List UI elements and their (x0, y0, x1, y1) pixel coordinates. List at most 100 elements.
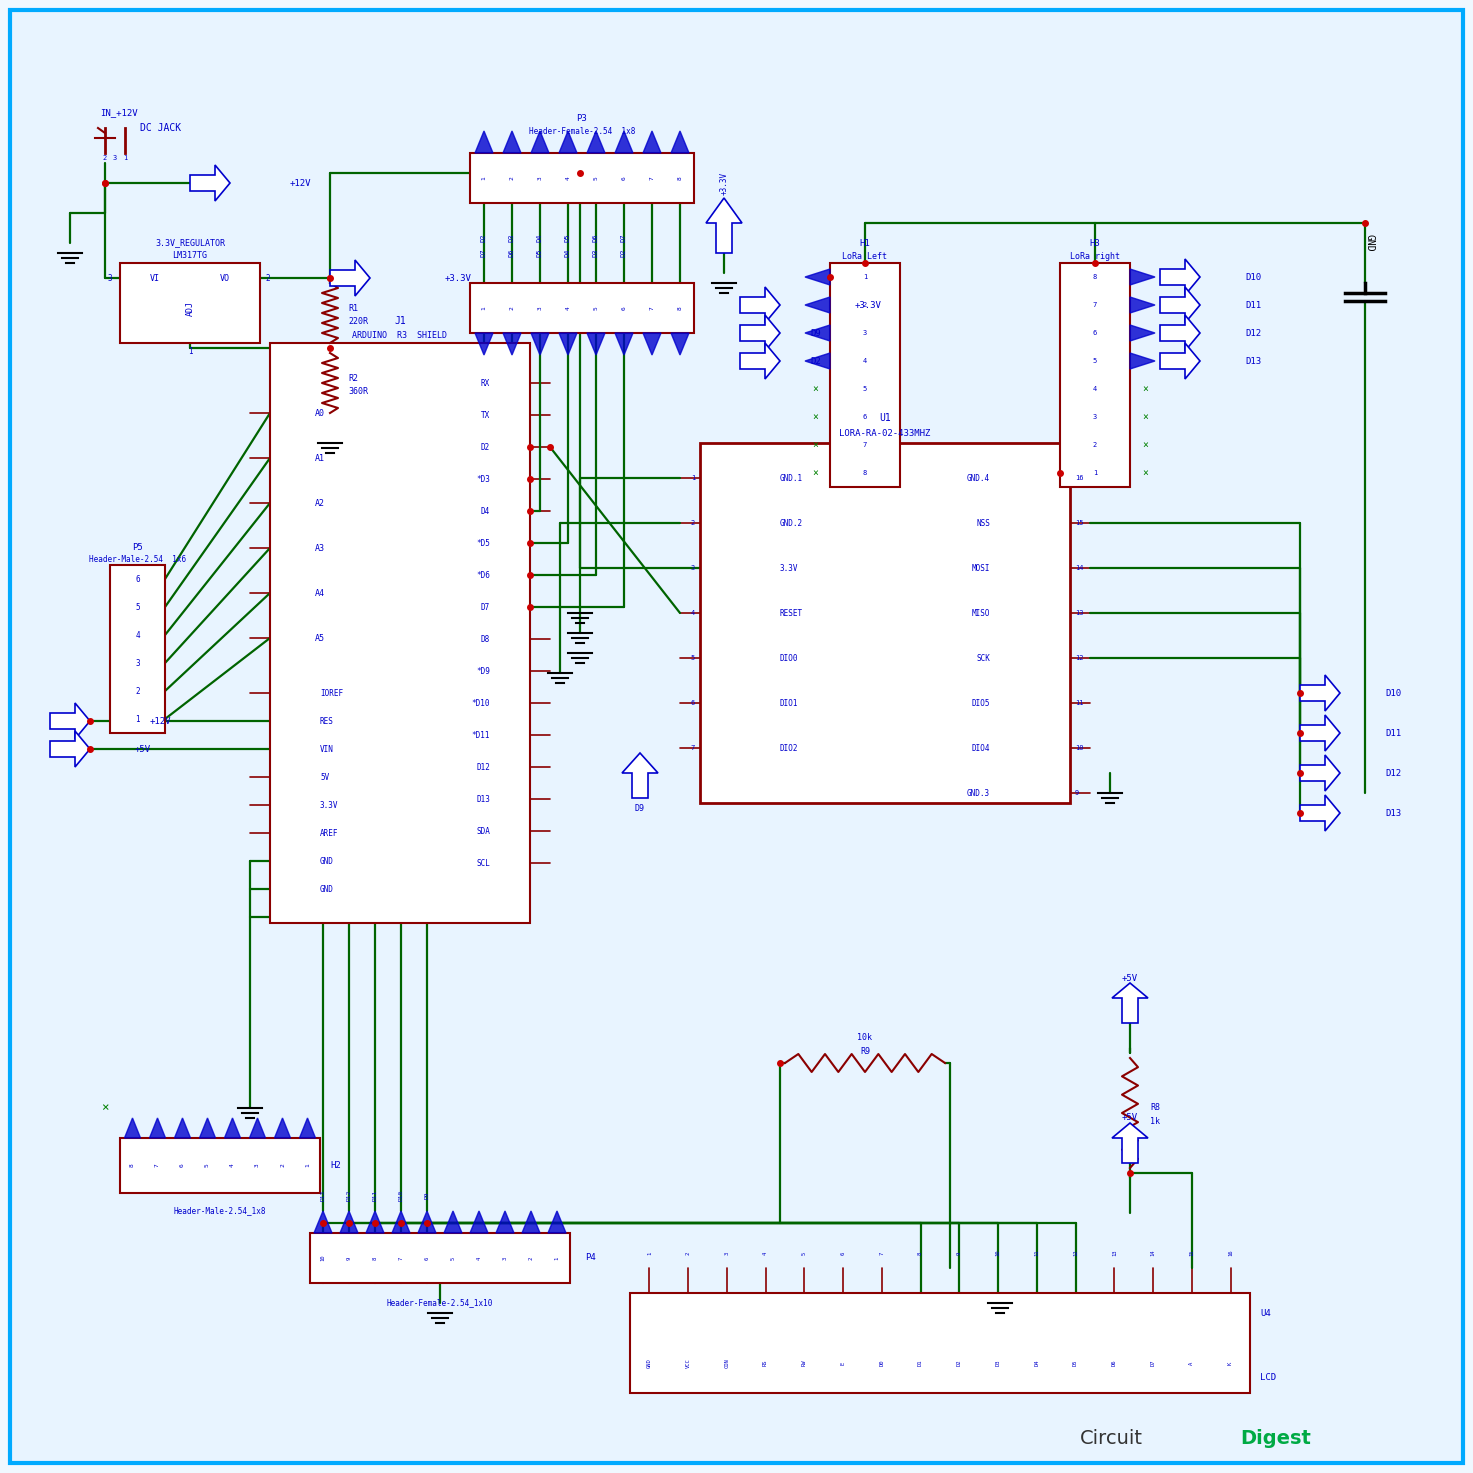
Polygon shape (1301, 675, 1340, 711)
Text: 4: 4 (136, 630, 140, 639)
Polygon shape (739, 315, 781, 351)
Text: 4: 4 (1093, 386, 1097, 392)
Text: Header-Female-2.54_1x10: Header-Female-2.54_1x10 (387, 1299, 493, 1308)
Text: ×: × (1142, 412, 1147, 421)
Text: 2: 2 (691, 520, 695, 526)
Text: DIO4: DIO4 (972, 744, 990, 753)
Text: 6: 6 (180, 1164, 186, 1168)
Text: 7: 7 (155, 1164, 161, 1168)
Text: K: K (1228, 1361, 1233, 1364)
Text: A: A (1189, 1361, 1195, 1364)
Polygon shape (548, 1211, 566, 1233)
Text: U4: U4 (1259, 1308, 1271, 1317)
Text: 10k: 10k (857, 1034, 872, 1043)
Text: A0: A0 (315, 408, 326, 417)
Text: D6: D6 (594, 234, 600, 242)
Text: GND.2: GND.2 (781, 518, 803, 527)
Text: D1: D1 (918, 1360, 924, 1367)
Polygon shape (50, 703, 90, 739)
Text: 6: 6 (691, 700, 695, 706)
Text: GND: GND (320, 884, 334, 894)
Text: *D3: *D3 (476, 474, 491, 483)
Text: 10: 10 (321, 1255, 326, 1261)
Text: A5: A5 (315, 633, 326, 642)
Text: 1: 1 (554, 1256, 560, 1259)
Text: D12: D12 (346, 1189, 352, 1200)
Polygon shape (806, 270, 829, 284)
Text: LoRa right: LoRa right (1069, 252, 1119, 261)
Text: MOSI: MOSI (972, 564, 990, 573)
Text: D8: D8 (480, 635, 491, 644)
Text: Header-Female-2.54  1x8: Header-Female-2.54 1x8 (529, 127, 635, 136)
Text: D2: D2 (482, 234, 488, 242)
Polygon shape (588, 131, 605, 153)
Text: D5: D5 (1074, 1360, 1078, 1367)
Text: 4: 4 (691, 610, 695, 616)
Text: DC JACK: DC JACK (140, 124, 181, 133)
Text: 8: 8 (130, 1164, 136, 1168)
Text: D11: D11 (1245, 300, 1261, 309)
Text: R2: R2 (348, 374, 358, 383)
Text: 4: 4 (230, 1164, 236, 1168)
Bar (1061, 264, 1130, 488)
Text: D13: D13 (1385, 809, 1401, 818)
Text: SDA: SDA (476, 826, 491, 835)
Text: 13: 13 (1112, 1249, 1117, 1256)
Text: 1: 1 (647, 1252, 653, 1255)
Text: Digest: Digest (1240, 1429, 1311, 1448)
Text: 2: 2 (280, 1164, 284, 1168)
Text: D7: D7 (1150, 1360, 1156, 1367)
Polygon shape (1130, 326, 1155, 342)
Bar (700, 443, 1069, 803)
Text: 8: 8 (678, 177, 682, 180)
Polygon shape (474, 131, 493, 153)
Text: D4: D4 (566, 249, 572, 258)
Polygon shape (299, 1118, 315, 1139)
Text: 1k: 1k (1150, 1117, 1161, 1125)
Polygon shape (330, 261, 370, 296)
Text: 7: 7 (650, 177, 654, 180)
Text: 1: 1 (482, 306, 486, 309)
Text: 3: 3 (863, 330, 868, 336)
Polygon shape (1301, 756, 1340, 791)
Polygon shape (502, 131, 521, 153)
Text: 3: 3 (113, 155, 118, 161)
Polygon shape (443, 1211, 463, 1233)
Text: 1: 1 (136, 714, 140, 723)
Text: GND: GND (320, 856, 334, 866)
Text: ×: × (1142, 468, 1147, 479)
Text: 6: 6 (424, 1256, 430, 1259)
Text: 220R: 220R (348, 317, 368, 326)
Polygon shape (1130, 354, 1155, 370)
Text: 5: 5 (691, 655, 695, 661)
Text: ADJ: ADJ (186, 300, 194, 315)
Text: *D11: *D11 (471, 731, 491, 739)
Text: 3: 3 (691, 566, 695, 572)
Text: 9: 9 (1075, 790, 1080, 795)
Text: +3.3V: +3.3V (445, 274, 471, 283)
Text: 7: 7 (879, 1252, 884, 1255)
Text: VI: VI (150, 274, 161, 283)
Text: 8: 8 (1093, 274, 1097, 280)
Bar (110, 566, 165, 734)
Text: 3.3V: 3.3V (781, 564, 798, 573)
Polygon shape (1161, 287, 1200, 323)
Text: AREF: AREF (320, 828, 339, 838)
Text: CON: CON (725, 1358, 729, 1368)
Text: SCL: SCL (476, 859, 491, 868)
Text: 1: 1 (187, 346, 193, 355)
Text: D13: D13 (476, 794, 491, 803)
Text: 3: 3 (136, 658, 140, 667)
Text: D11: D11 (1385, 729, 1401, 738)
Polygon shape (1112, 982, 1147, 1024)
Bar (270, 343, 530, 924)
Text: 2: 2 (510, 306, 514, 309)
Text: 6: 6 (841, 1252, 846, 1255)
Polygon shape (644, 131, 661, 153)
Polygon shape (125, 1118, 140, 1139)
Text: VCC: VCC (685, 1358, 691, 1368)
Text: 12: 12 (1074, 1249, 1078, 1256)
Text: D9: D9 (424, 1192, 430, 1199)
Polygon shape (739, 287, 781, 323)
Bar (470, 283, 694, 333)
